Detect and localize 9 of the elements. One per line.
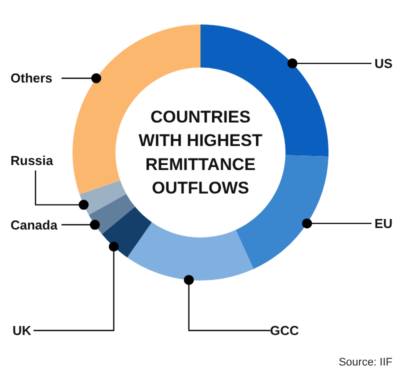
slice-label: UK	[12, 323, 32, 338]
slice-label: Others	[10, 70, 52, 86]
text: COUNTRIES WITH HIGHEST REMITTANCE OUTFLOWS	[138, 107, 263, 198]
slice-label: Canada	[10, 217, 58, 232]
slice-label: GCC	[270, 323, 300, 338]
source-note: Source: IIF	[338, 356, 393, 368]
slice-label: Russia	[10, 153, 54, 168]
slice-label: EU	[374, 216, 393, 231]
slice-label: US	[374, 56, 393, 71]
